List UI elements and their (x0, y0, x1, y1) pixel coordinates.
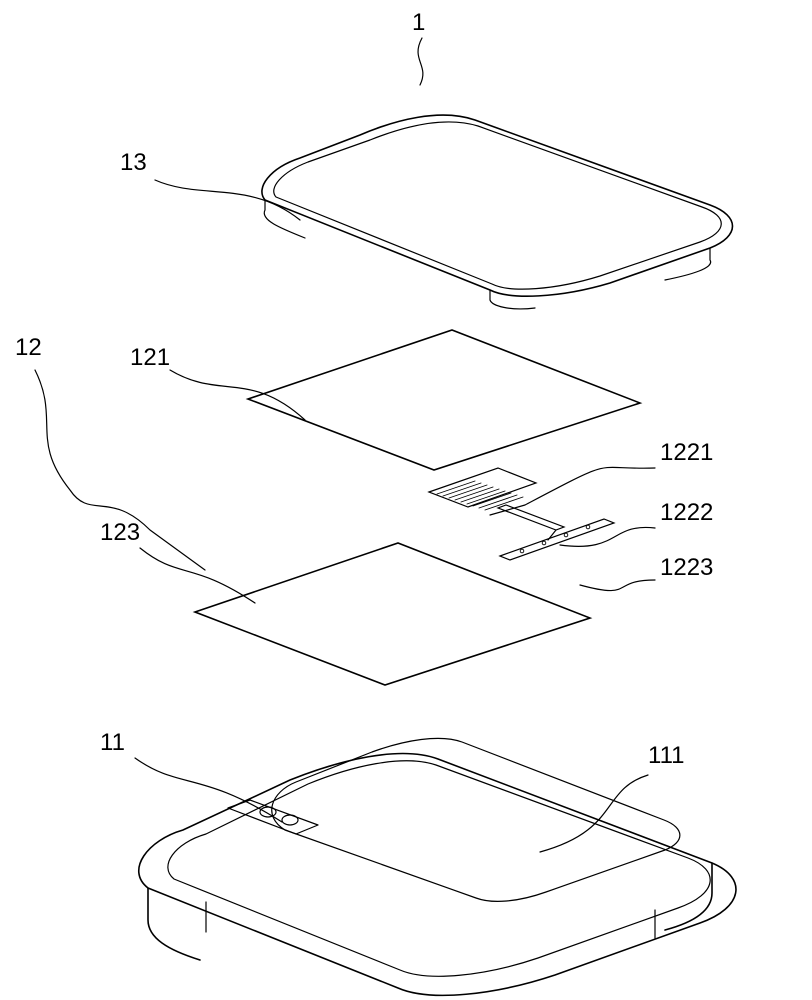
label-base_body: 11 (100, 729, 125, 756)
top-cover-outer (262, 115, 733, 296)
lower-sheet (195, 543, 590, 685)
leader-lower_sheet (140, 548, 255, 603)
label-conn_foot: 1223 (660, 554, 713, 581)
exploded-diagram: 1131212112312211222122311111 (0, 0, 812, 1000)
upper-sheet (248, 330, 640, 470)
leader-assembly (418, 38, 423, 85)
connector-strip (498, 505, 564, 530)
label-upper_sheet: 121 (130, 344, 170, 371)
connector-head (429, 468, 536, 507)
label-base_recess: 111 (648, 742, 684, 769)
label-top_cover: 13 (120, 149, 147, 176)
label-layer_group: 12 (15, 334, 42, 361)
leader-conn_foot (580, 580, 655, 591)
label-assembly: 1 (412, 9, 425, 36)
label-conn_strip: 1222 (660, 499, 713, 526)
label-lower_sheet: 123 (100, 519, 140, 546)
base-top-outer (139, 754, 736, 996)
label-conn_head: 1221 (660, 439, 713, 466)
